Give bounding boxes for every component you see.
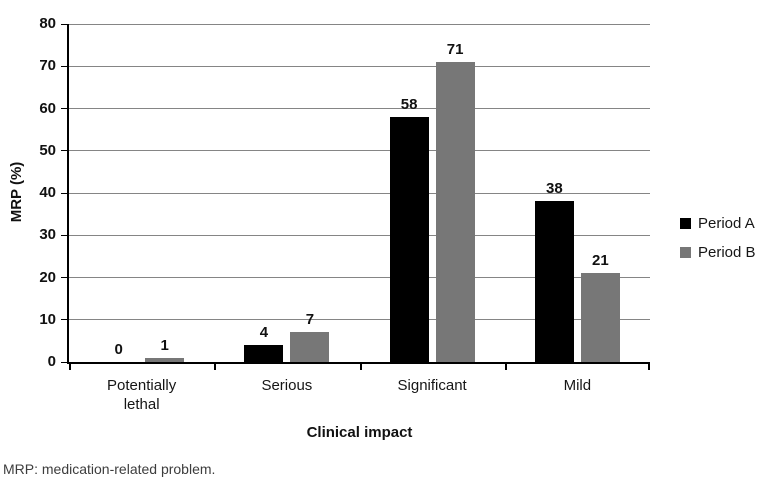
legend-swatch-period-b: [680, 247, 691, 258]
gridline: [69, 150, 650, 152]
category-label: Significant: [397, 377, 467, 394]
bar-value-label: 58: [400, 95, 418, 113]
x-axis-title: Clinical impact: [306, 424, 413, 441]
gridline: [69, 65, 650, 67]
bar-period-a: [389, 116, 429, 362]
y-tick-mark: [61, 150, 69, 152]
bar-period-a: [534, 201, 574, 362]
y-tick-label: 20: [39, 268, 56, 286]
y-tick-mark: [61, 319, 69, 321]
y-tick-mark: [61, 65, 69, 67]
y-tick-label: 80: [39, 15, 56, 32]
gridline: [69, 23, 650, 25]
gridline: [69, 192, 650, 194]
category-label: Potentially lethal: [107, 377, 177, 413]
legend-label: Period B: [698, 244, 756, 261]
y-tick-label: 0: [47, 353, 56, 370]
footnote: MRP: medication-related problem.: [3, 461, 216, 477]
gridline: [69, 234, 650, 236]
bar-value-label: 21: [592, 252, 609, 270]
x-tick-mark: [214, 364, 217, 370]
gridline: [69, 108, 650, 109]
legend: Period A Period B: [680, 215, 756, 274]
x-tick-mark: [648, 364, 650, 370]
bar-value-label: 0: [114, 341, 123, 358]
category-label: Mild: [563, 377, 592, 394]
bar-value-label: 38: [546, 180, 563, 198]
category-label: Serious: [261, 377, 313, 394]
bar-period-b: [580, 273, 620, 362]
gridline: [69, 277, 650, 278]
y-tick-mark: [61, 108, 69, 109]
bar-period-b: [145, 357, 185, 362]
x-tick-mark: [359, 364, 362, 370]
y-tick-label: 40: [39, 184, 56, 201]
y-tick-mark: [61, 192, 69, 194]
y-tick-label: 70: [39, 57, 56, 75]
bar-value-label: 7: [305, 311, 315, 329]
y-tick-mark: [61, 277, 69, 278]
gridline: [69, 319, 650, 321]
y-tick-mark: [61, 361, 69, 363]
bar-period-a: [244, 345, 284, 362]
bar-period-b: [290, 332, 330, 362]
legend-swatch-period-a: [680, 218, 691, 229]
y-tick-label: 30: [39, 226, 56, 244]
y-tick-label: 60: [39, 99, 56, 117]
bar-value-label: 71: [446, 41, 464, 59]
bar-value-label: 4: [259, 324, 269, 342]
y-tick-mark: [61, 234, 69, 236]
legend-item: Period A: [680, 215, 756, 232]
legend-item: Period B: [680, 244, 756, 261]
y-tick-mark: [61, 23, 69, 25]
bar-value-label: 1: [160, 336, 169, 354]
x-tick-mark: [504, 364, 507, 370]
legend-label: Period A: [698, 215, 755, 232]
plot-area: 0 4 58 38 1 7 71 21: [67, 23, 650, 364]
x-tick-mark: [69, 364, 71, 370]
bar-period-b: [435, 62, 475, 362]
y-tick-label: 10: [39, 310, 56, 328]
y-tick-label: 50: [39, 141, 56, 159]
